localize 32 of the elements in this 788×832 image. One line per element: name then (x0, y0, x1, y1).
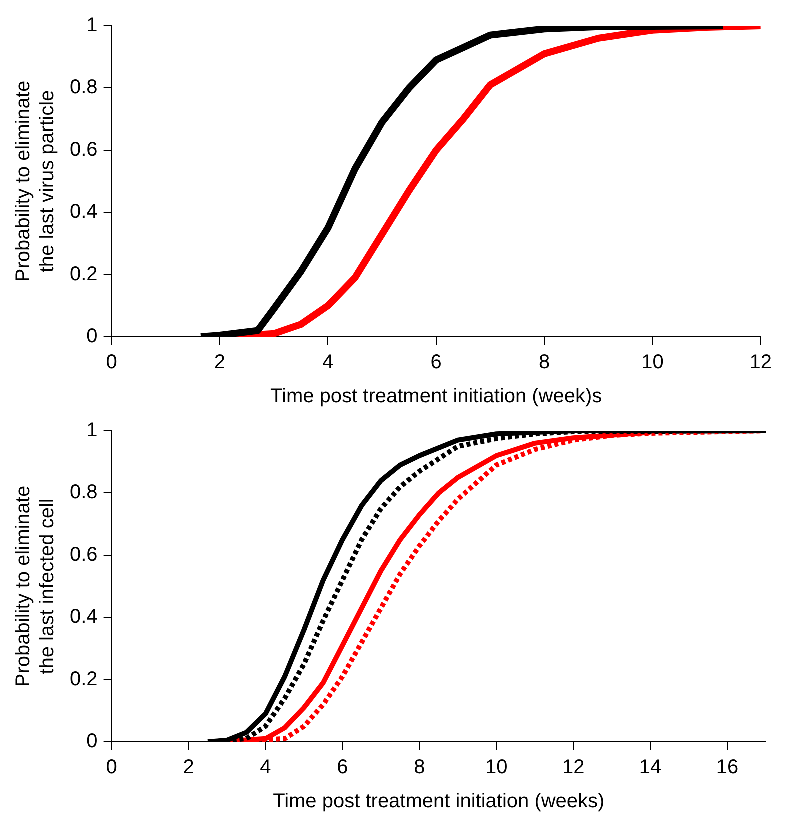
y-tick-label: 0 (86, 730, 98, 753)
x-tick-label: 6 (337, 756, 348, 779)
y-tick-label: 1 (86, 14, 98, 37)
y-tick-label: 0.8 (70, 76, 98, 99)
x-tick-label: 8 (414, 756, 426, 779)
x-axis-title: Time post treatment initiation (week)s (270, 386, 602, 408)
y-tick-label: 0.8 (70, 482, 98, 504)
y-tick-label: 0.4 (70, 606, 98, 628)
x-tick-label: 0 (106, 756, 118, 779)
x-tick-label: 0 (106, 352, 118, 374)
y-tick-label: 0.4 (70, 201, 98, 224)
x-tick-label: 10 (486, 756, 508, 779)
y-tick-label: 0.6 (70, 138, 98, 161)
x-tick-label: 4 (322, 352, 334, 374)
y-tick-label: 0.2 (70, 668, 98, 690)
x-tick-label: 4 (260, 756, 272, 779)
x-tick-label: 14 (639, 756, 662, 779)
x-tick-label: 2 (183, 756, 194, 779)
y-tick-label: 1 (86, 420, 98, 442)
y-tick-label: 0.2 (70, 263, 98, 286)
y-axis-title: Probability to eliminate the last virus particle (12, 80, 59, 282)
x-tick-label: 8 (538, 352, 550, 374)
x-tick-label: 2 (214, 352, 226, 374)
x-tick-label: 16 (716, 756, 739, 779)
x-axis-title: Time post treatment initiation (weeks) (273, 790, 605, 813)
x-tick-label: 12 (750, 352, 772, 374)
x-tick-label: 12 (562, 756, 585, 779)
x-tick-label: 6 (430, 352, 442, 374)
y-tick-label: 0.6 (70, 544, 98, 566)
y-axis-title: Probability to eliminate the last infected cell (12, 486, 59, 688)
x-tick-label: 10 (642, 352, 664, 374)
y-tick-label: 0 (86, 326, 98, 348)
